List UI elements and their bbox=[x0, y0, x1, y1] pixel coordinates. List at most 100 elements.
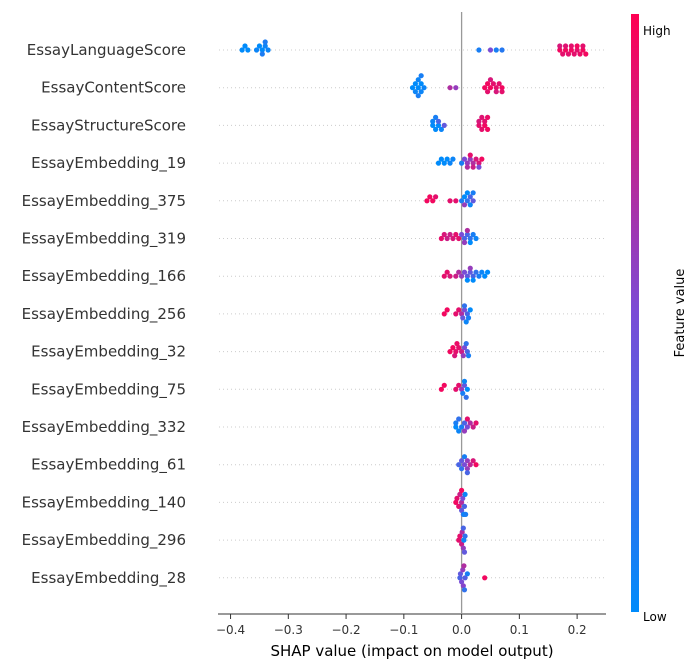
feature-label: EssayEmbedding_140 bbox=[22, 493, 186, 512]
shap-point bbox=[418, 73, 424, 79]
shap-point bbox=[467, 269, 473, 275]
shap-point bbox=[461, 563, 467, 569]
shap-point bbox=[571, 51, 577, 57]
shap-point bbox=[447, 85, 453, 91]
shap-point bbox=[456, 235, 462, 242]
shap-point bbox=[476, 118, 482, 124]
shap-point bbox=[458, 466, 465, 472]
shap-point bbox=[441, 231, 447, 238]
shap-point bbox=[464, 273, 470, 279]
shap-point bbox=[447, 160, 453, 166]
shap-point bbox=[467, 194, 473, 200]
shap-point bbox=[456, 382, 462, 388]
shap-point bbox=[464, 458, 470, 464]
shap-point bbox=[256, 43, 263, 49]
shap-point bbox=[461, 345, 468, 351]
shap-point bbox=[482, 122, 488, 128]
shap-point bbox=[438, 156, 444, 162]
shap-point bbox=[444, 235, 450, 242]
feature-label: EssayContentScore bbox=[41, 79, 186, 97]
shap-point bbox=[461, 382, 468, 388]
shap-point bbox=[460, 545, 466, 551]
shap-point bbox=[458, 198, 465, 204]
feature-label: EssayEmbedding_28 bbox=[31, 569, 186, 588]
shap-point bbox=[450, 156, 456, 162]
colorbar-low-label: Low bbox=[643, 610, 667, 624]
shap-point bbox=[461, 202, 468, 208]
shap-point bbox=[461, 303, 468, 309]
shap-point bbox=[562, 47, 569, 53]
shap-point bbox=[259, 47, 265, 53]
feature-label: EssayStructureScore bbox=[31, 116, 186, 134]
shap-point bbox=[493, 89, 499, 95]
shap-point bbox=[470, 273, 476, 279]
shap-point bbox=[473, 462, 479, 468]
shap-point bbox=[457, 491, 463, 497]
shap-point bbox=[458, 273, 465, 279]
shap-point bbox=[454, 495, 460, 501]
feature-label: EssayEmbedding_32 bbox=[31, 343, 186, 362]
shap-point bbox=[456, 269, 462, 275]
feature-label: EssayEmbedding_332 bbox=[22, 418, 186, 437]
shap-point bbox=[461, 462, 468, 468]
shap-point bbox=[470, 190, 476, 196]
shap-point bbox=[412, 81, 418, 87]
shap-point bbox=[456, 428, 462, 434]
shap-point bbox=[438, 126, 444, 132]
shap-point bbox=[460, 353, 466, 359]
shap-point bbox=[463, 394, 469, 400]
shap-point bbox=[430, 122, 436, 128]
shap-point bbox=[456, 537, 462, 543]
shap-point bbox=[441, 382, 447, 388]
shap-point bbox=[461, 420, 468, 426]
shap-point bbox=[441, 273, 447, 279]
shap-point bbox=[464, 470, 470, 476]
shap-point bbox=[476, 47, 482, 53]
shap-point bbox=[473, 420, 479, 426]
shap-point bbox=[453, 231, 459, 238]
shap-point bbox=[496, 81, 502, 87]
feature-label: EssayLanguageScore bbox=[27, 41, 186, 59]
shap-point bbox=[453, 311, 459, 317]
shap-point bbox=[464, 198, 470, 204]
shap-point bbox=[479, 126, 485, 132]
shap-point bbox=[479, 156, 485, 162]
shap-point bbox=[441, 160, 447, 166]
shap-point bbox=[452, 353, 458, 359]
shap-point bbox=[464, 311, 470, 317]
shap-point bbox=[461, 503, 468, 509]
feature-label: EssayEmbedding_256 bbox=[22, 305, 186, 324]
shap-point bbox=[479, 114, 485, 120]
x-tick-label: −0.2 bbox=[332, 623, 361, 637]
shap-point bbox=[467, 307, 473, 313]
shap-point bbox=[464, 231, 470, 238]
shap-point bbox=[463, 341, 469, 347]
shap-point bbox=[565, 51, 572, 57]
row-gridlines bbox=[219, 49, 606, 579]
shap-point bbox=[265, 47, 271, 53]
shap-point bbox=[458, 386, 465, 392]
shap-point bbox=[580, 47, 586, 53]
shap-point bbox=[487, 85, 494, 91]
x-tick-label: −0.3 bbox=[274, 623, 303, 637]
shap-point bbox=[441, 311, 447, 317]
shap-point bbox=[568, 47, 574, 53]
feature-label: EssayEmbedding_166 bbox=[22, 267, 186, 286]
shap-point bbox=[557, 47, 563, 53]
feature-label: EssayEmbedding_319 bbox=[22, 230, 186, 249]
shap-point bbox=[461, 235, 468, 242]
shap-point bbox=[458, 160, 465, 166]
shap-point bbox=[476, 164, 482, 170]
feature-labels: EssayLanguageScore EssayContentScore Essay… bbox=[22, 41, 186, 588]
data-points bbox=[239, 39, 589, 593]
shap-point bbox=[262, 43, 268, 49]
shap-point bbox=[447, 349, 453, 355]
shap-point bbox=[465, 353, 472, 359]
shap-point bbox=[415, 85, 421, 91]
shap-point bbox=[568, 43, 574, 49]
feature-label: EssayEmbedding_61 bbox=[31, 456, 186, 475]
shap-point bbox=[473, 269, 479, 275]
shap-point bbox=[476, 273, 482, 279]
shap-point bbox=[493, 85, 499, 91]
shap-point bbox=[482, 273, 488, 279]
